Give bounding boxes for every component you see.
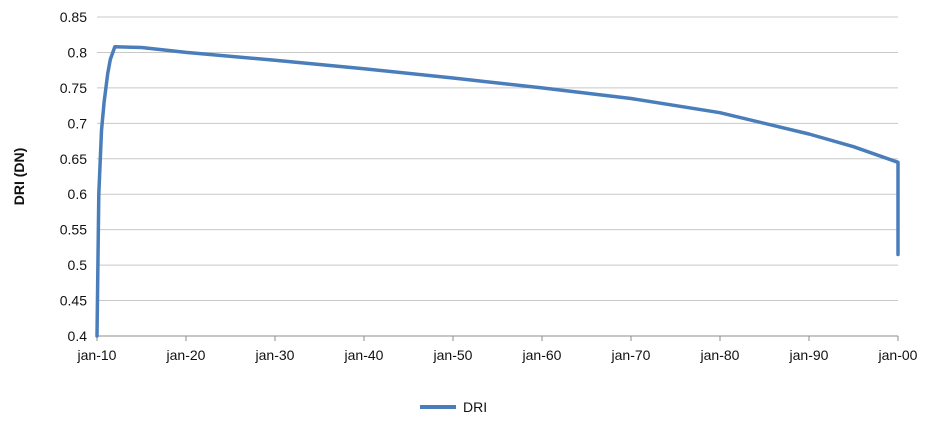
- y-axis-ticks: 0.4 0.45 0.5 0.55 0.6 0.65 0.7 0.75 0.8 0.85: [60, 9, 87, 344]
- x-tick-label: jan-80: [700, 347, 740, 363]
- x-tick-label: jan-90: [789, 347, 829, 363]
- legend: DRI: [420, 399, 487, 415]
- y-tick-label: 0.55: [60, 222, 87, 238]
- y-tick-label: 0.8: [68, 44, 88, 60]
- y-tick-label: 0.7: [68, 115, 88, 131]
- y-tick-label: 0.6: [68, 186, 88, 202]
- series-group: [95, 45, 900, 338]
- x-tick-label: jan-60: [522, 347, 562, 363]
- x-tick-label: jan-30: [255, 347, 295, 363]
- x-tick-label: jan-50: [433, 347, 473, 363]
- y-tick-label: 0.5: [68, 257, 88, 273]
- y-tick-label: 0.65: [60, 151, 87, 167]
- y-axis-title: DRI (DN): [11, 148, 27, 206]
- y-tick-label: 0.85: [60, 9, 87, 25]
- y-tick-label: 0.4: [68, 328, 88, 344]
- x-tick-label: jan-70: [611, 347, 651, 363]
- x-tick-label: jan-40: [344, 347, 384, 363]
- x-axis-ticks: jan-10 jan-20 jan-30 jan-40 jan-50 jan-60 jan-…: [77, 336, 918, 363]
- series-line-dri: [95, 45, 900, 338]
- y-tick-label: 0.75: [60, 80, 87, 96]
- x-tick-label: jan-20: [166, 347, 206, 363]
- legend-label-dri: DRI: [463, 399, 487, 415]
- x-tick-label: jan-00: [878, 347, 918, 363]
- gridlines: [97, 16, 898, 302]
- y-tick-label: 0.45: [60, 293, 87, 309]
- x-tick-label: jan-10: [77, 347, 117, 363]
